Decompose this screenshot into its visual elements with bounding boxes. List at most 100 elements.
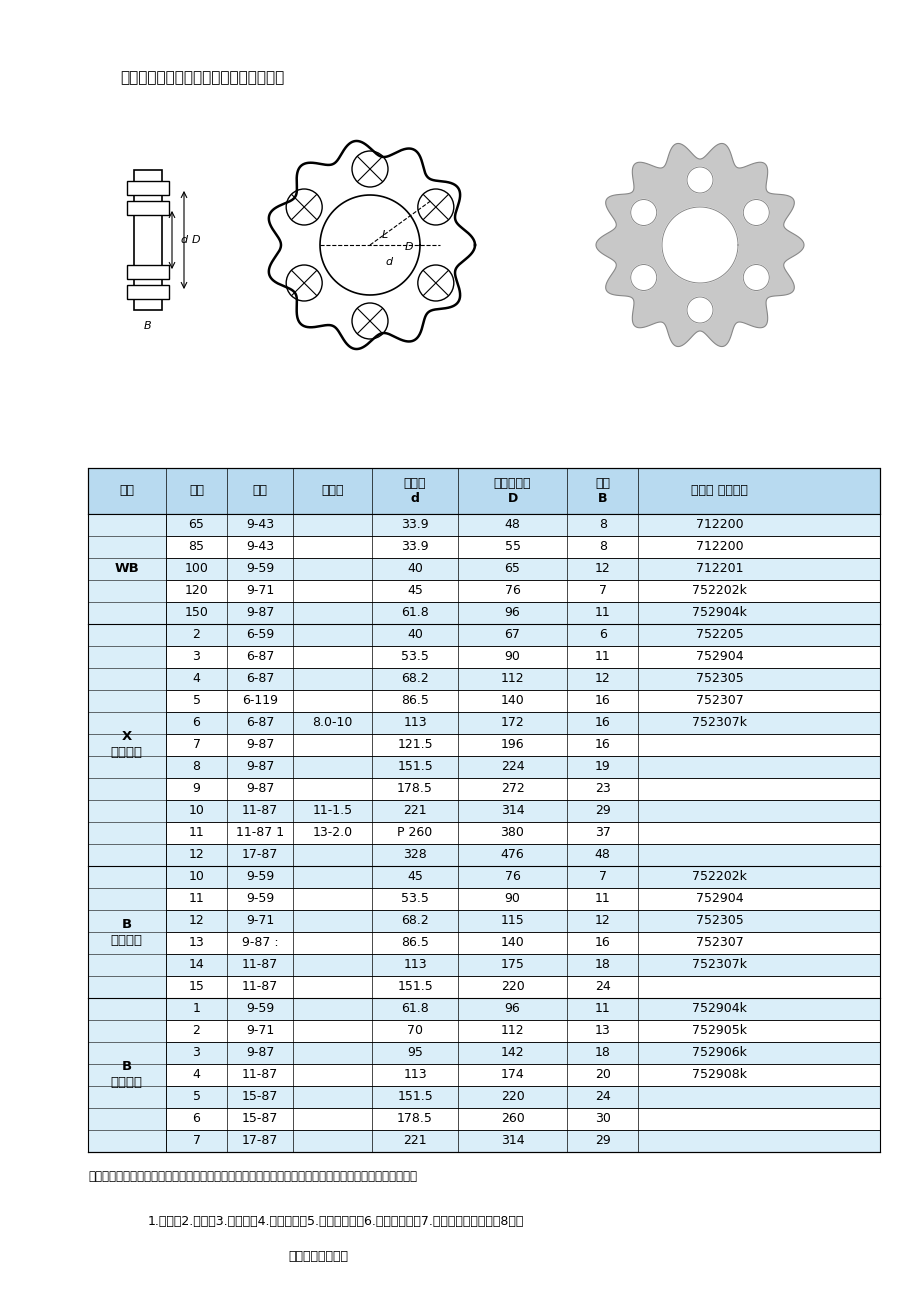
Text: 9-59: 9-59	[246, 893, 274, 906]
Text: 68.2: 68.2	[401, 672, 428, 685]
Text: 肖孔中心圆
D: 肖孔中心圆 D	[494, 477, 530, 506]
Text: 196: 196	[500, 739, 524, 752]
Bar	[165, 668, 879, 691]
Bar	[165, 624, 879, 646]
Text: 33.9: 33.9	[401, 519, 428, 532]
Text: 65: 65	[188, 519, 204, 532]
Text: 9-87: 9-87	[245, 1046, 274, 1059]
Bar	[165, 602, 879, 624]
Polygon shape	[662, 207, 737, 283]
Text: 13: 13	[595, 1024, 610, 1037]
Text: B
（上海）: B （上海）	[110, 917, 142, 946]
Text: 12: 12	[595, 672, 610, 685]
Text: 752905k: 752905k	[691, 1024, 746, 1037]
Text: P 260: P 260	[397, 826, 432, 839]
Text: 140: 140	[500, 937, 524, 950]
Text: 11: 11	[595, 650, 610, 663]
Bar	[165, 734, 879, 756]
Text: 23: 23	[595, 783, 610, 796]
Text: 9-43: 9-43	[246, 541, 274, 554]
Text: 9-59: 9-59	[246, 563, 274, 576]
Bar	[165, 756, 879, 778]
Text: 9: 9	[192, 783, 200, 796]
Circle shape	[743, 265, 768, 291]
Bar	[127, 265, 169, 279]
Bar	[165, 646, 879, 668]
Bar	[127, 201, 169, 215]
Text: 偏心距: 偏心距	[321, 485, 344, 498]
Text: 3: 3	[192, 1046, 200, 1059]
Text: 151.5: 151.5	[397, 761, 433, 774]
Text: 752904k: 752904k	[691, 606, 746, 619]
Text: 752205: 752205	[695, 628, 743, 641]
Text: 4: 4	[192, 672, 200, 685]
Text: 15-87: 15-87	[242, 1091, 278, 1104]
Text: D: D	[192, 235, 200, 245]
Text: 轴承的偏心或型号: 轴承的偏心或型号	[288, 1250, 347, 1263]
Bar	[165, 711, 879, 734]
Text: 476: 476	[500, 848, 524, 861]
Polygon shape	[596, 143, 803, 347]
Bar	[88, 866, 165, 998]
Text: 16: 16	[595, 937, 610, 950]
Text: 15-87: 15-87	[242, 1113, 278, 1126]
Text: 24: 24	[595, 980, 610, 993]
Text: B: B	[144, 321, 152, 331]
Text: 314: 314	[500, 1135, 524, 1148]
Text: 9-87 :: 9-87 :	[242, 937, 278, 950]
Text: 配整体 偏心轴承: 配整体 偏心轴承	[690, 485, 747, 498]
Text: 95: 95	[407, 1046, 423, 1059]
Circle shape	[686, 297, 712, 323]
Text: 48: 48	[504, 519, 520, 532]
Bar	[127, 181, 169, 195]
Text: 8: 8	[598, 519, 607, 532]
Bar	[165, 778, 879, 800]
Text: 9-71: 9-71	[246, 1024, 274, 1037]
Text: 2: 2	[192, 628, 200, 641]
Text: 11: 11	[595, 606, 610, 619]
Text: 178.5: 178.5	[397, 783, 433, 796]
Text: 752904: 752904	[695, 893, 743, 906]
Text: 752908k: 752908k	[691, 1068, 746, 1081]
Text: 16: 16	[595, 717, 610, 730]
Bar	[165, 1042, 879, 1065]
Text: 53.5: 53.5	[401, 893, 428, 906]
Text: 1.厚度，2.齿数，3.肖孔数，4.肖孔直径，5.肖孔中心距，6.轴承孔直径，7.齿底到齿尖的距离，8另外: 1.厚度，2.齿数，3.肖孔数，4.肖孔直径，5.肖孔中心距，6.轴承孔直径，7…	[148, 1214, 524, 1227]
Text: 9-59: 9-59	[246, 1002, 274, 1015]
Text: 16: 16	[595, 694, 610, 708]
Text: 37: 37	[595, 826, 610, 839]
Text: L: L	[381, 231, 388, 240]
Text: 各种摆线片摆线轮摆线针轮，非标可定做: 各种摆线片摆线轮摆线针轮，非标可定做	[119, 70, 284, 86]
Text: 11: 11	[595, 1002, 610, 1015]
Bar	[165, 1130, 879, 1152]
Text: 9-87: 9-87	[245, 606, 274, 619]
Text: 11-1.5: 11-1.5	[312, 804, 352, 817]
Text: 11: 11	[188, 893, 204, 906]
Text: 175: 175	[500, 959, 524, 972]
Bar	[165, 954, 879, 976]
Text: 142: 142	[500, 1046, 524, 1059]
Text: 752307: 752307	[695, 694, 743, 708]
Text: 13-2.0: 13-2.0	[312, 826, 352, 839]
Bar	[165, 580, 879, 602]
Text: 752307k: 752307k	[691, 959, 746, 972]
Text: 40: 40	[407, 628, 423, 641]
Text: 33.9: 33.9	[401, 541, 428, 554]
Text: 17-87: 17-87	[242, 1135, 278, 1148]
Text: 10: 10	[188, 804, 204, 817]
Text: 752307: 752307	[695, 937, 743, 950]
Text: 11: 11	[188, 826, 204, 839]
Bar	[88, 624, 165, 866]
Text: 20: 20	[595, 1068, 610, 1081]
Bar	[88, 513, 165, 624]
Text: 712200: 712200	[695, 541, 743, 554]
Text: 314: 314	[500, 804, 524, 817]
Bar	[88, 998, 165, 1152]
Text: 220: 220	[500, 980, 524, 993]
Text: 19: 19	[595, 761, 610, 774]
Text: 272: 272	[500, 783, 524, 796]
Bar	[165, 822, 879, 844]
Text: 112: 112	[500, 672, 524, 685]
Text: X
（天津）: X （天津）	[110, 731, 142, 760]
Text: 3: 3	[192, 650, 200, 663]
